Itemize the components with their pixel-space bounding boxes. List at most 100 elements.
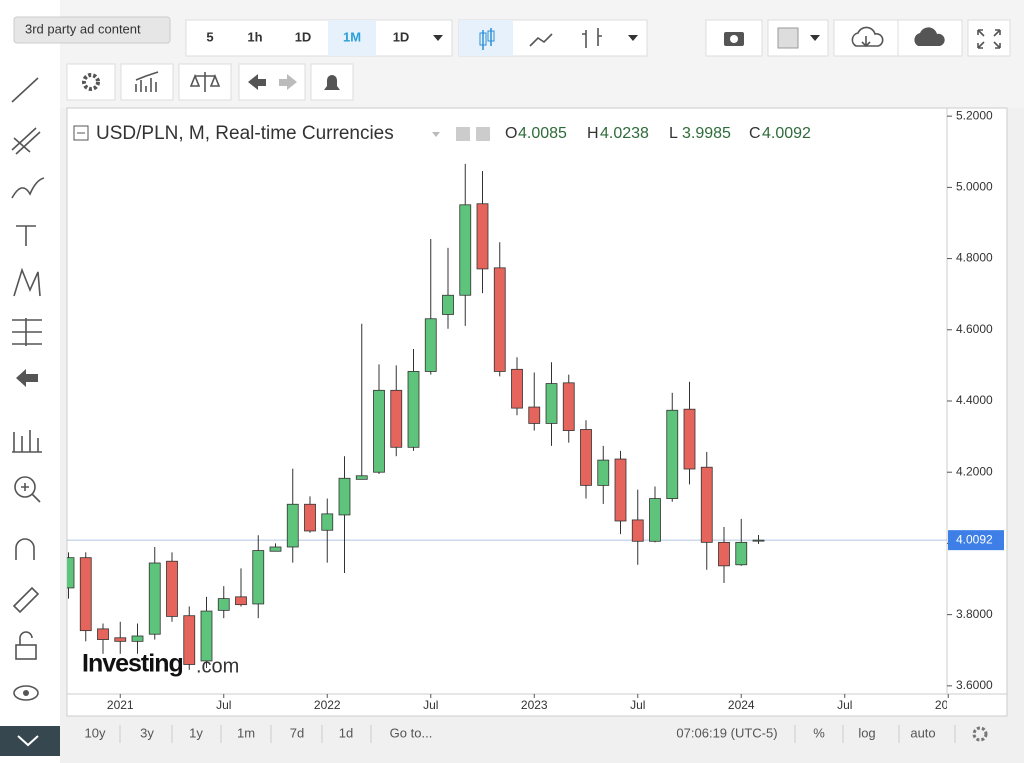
- candle-body: [459, 204, 472, 296]
- range-button[interactable]: 3y: [140, 725, 154, 740]
- range-button[interactable]: 1y: [189, 725, 203, 740]
- scale-option[interactable]: auto: [910, 725, 935, 740]
- magnet-tool[interactable]: [15, 538, 35, 560]
- projection-tool[interactable]: [12, 318, 42, 346]
- candle-body: [562, 382, 575, 431]
- interval-button[interactable]: 1h: [247, 29, 262, 44]
- scale-option[interactable]: %: [813, 725, 825, 740]
- chart-title: USD/PLN, M, Real-time Currencies: [96, 123, 394, 144]
- bell-icon: [324, 75, 340, 90]
- y-tick-label: 3.8000: [956, 607, 993, 621]
- color-swatch: [777, 27, 799, 49]
- x-tick-label: Jul: [630, 698, 645, 712]
- fullscreen-button[interactable]: [967, 19, 1011, 57]
- brush-tool[interactable]: [11, 177, 45, 199]
- symbol-dropdown[interactable]: [432, 132, 440, 137]
- toolbar-row-2: [66, 63, 354, 101]
- undo-button[interactable]: [248, 74, 266, 90]
- color-dropdown: [810, 35, 820, 41]
- candle-body: [666, 409, 679, 499]
- y-tick-label: 4.6000: [956, 322, 993, 336]
- visibility-tool[interactable]: [13, 685, 39, 701]
- pattern-tool[interactable]: [13, 267, 41, 297]
- x-tick-label: 2021: [107, 698, 134, 712]
- candles-icon-body: [479, 32, 487, 46]
- goto-button[interactable]: Go to...: [390, 725, 433, 740]
- range-button[interactable]: 7d: [290, 725, 304, 740]
- zoom-tool[interactable]: [14, 476, 36, 498]
- scale-icon: [189, 72, 221, 92]
- footer: [67, 720, 1007, 748]
- candle-body: [631, 519, 644, 542]
- candle-body: [511, 368, 523, 409]
- range-button[interactable]: 10y: [85, 725, 106, 740]
- chart-type-buttons: [458, 19, 1011, 57]
- interval-button[interactable]: 1D: [393, 29, 410, 44]
- clock: 07:06:19 (UTC-5): [676, 725, 777, 740]
- y-tick-label: 5.2000: [956, 108, 993, 122]
- candle-body: [390, 389, 403, 448]
- settings-button[interactable]: [66, 63, 116, 101]
- interval-group: [185, 19, 453, 57]
- range-button[interactable]: 1m: [237, 725, 255, 740]
- chart-type-dropdown[interactable]: [628, 35, 638, 41]
- redo-button[interactable]: [279, 74, 297, 90]
- y-tick-label: 5.0000: [956, 180, 993, 194]
- interval-button[interactable]: 1D: [295, 29, 312, 44]
- footer-settings[interactable]: [972, 726, 988, 742]
- back-arrow[interactable]: [16, 369, 38, 387]
- bars-button[interactable]: [582, 28, 602, 48]
- ohlc-value: 3.9985: [682, 125, 731, 142]
- candle-body: [114, 637, 127, 642]
- candle-body: [424, 318, 437, 372]
- interval-button[interactable]: 5: [206, 29, 213, 44]
- candles-icon-body: [487, 30, 495, 42]
- cloud-down-icon: [851, 26, 884, 48]
- sidebar-collapse[interactable]: [0, 726, 60, 756]
- candle-body: [148, 562, 161, 635]
- watermark: Investing .com: [82, 650, 239, 678]
- trend-line-tool[interactable]: [11, 77, 39, 103]
- unlock-tool[interactable]: [15, 644, 37, 660]
- zoom-plus: [21, 483, 41, 503]
- candle-body: [200, 610, 213, 662]
- area-button[interactable]: [529, 33, 553, 47]
- candle-body: [545, 383, 558, 424]
- x-tick-label: Jul: [216, 698, 231, 712]
- candle-body: [649, 498, 661, 542]
- candle-body: [528, 406, 541, 424]
- x-tick-label: Jul: [423, 698, 438, 712]
- candle-body: [735, 541, 748, 566]
- range-button[interactable]: 1d: [339, 725, 353, 740]
- candle-body: [407, 371, 420, 448]
- unlock-shackle: [19, 631, 33, 645]
- fib-tool[interactable]: [11, 127, 41, 155]
- candle-body: [183, 615, 196, 665]
- candle-body: [700, 466, 713, 543]
- legend-eye[interactable]: [456, 127, 470, 141]
- x-tick-label: 2023: [521, 698, 548, 712]
- scale-option[interactable]: log: [858, 725, 875, 740]
- indicators-button[interactable]: [120, 63, 174, 101]
- indicator-tool[interactable]: [12, 430, 42, 453]
- candle-body: [269, 546, 282, 552]
- last-price-label: 4.0092: [956, 532, 993, 546]
- interval-active: [328, 20, 376, 56]
- tooltip: 3rd party ad content: [25, 21, 141, 36]
- candle-body: [166, 560, 178, 617]
- y-tick-label: 4.2000: [956, 464, 993, 478]
- interval-button[interactable]: 1M: [343, 29, 361, 44]
- x-tick-label: 2022: [314, 698, 341, 712]
- candle-body: [79, 557, 92, 632]
- text-tool[interactable]: [16, 225, 36, 246]
- x-tick-label: 2024: [728, 698, 755, 712]
- lock-drawing-tool[interactable]: [12, 586, 40, 614]
- ohlc-value: 4.0092: [762, 125, 811, 142]
- collapse-legend[interactable]: [73, 125, 89, 141]
- candle-body: [752, 539, 765, 542]
- cloud-up-icon: [914, 27, 945, 46]
- interval-dropdown[interactable]: [433, 35, 443, 41]
- legend-settings[interactable]: [476, 127, 490, 141]
- y-tick-label: 4.4000: [956, 393, 993, 407]
